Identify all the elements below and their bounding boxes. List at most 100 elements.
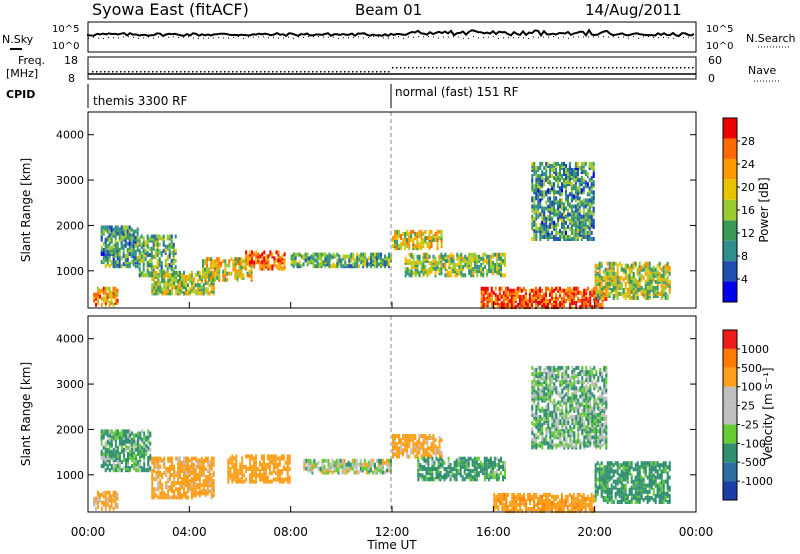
data-cell [565, 180, 567, 185]
data-cell [553, 305, 555, 310]
data-cell [486, 286, 489, 291]
nsearch-dot [398, 36, 399, 38]
data-cell [490, 258, 493, 263]
data-cell [418, 260, 421, 265]
data-cell [255, 460, 257, 465]
data-cell [450, 252, 453, 257]
data-cell [463, 464, 466, 469]
data-cell [646, 277, 649, 282]
data-cell [229, 456, 232, 461]
data-cell [583, 301, 586, 305]
data-cell [608, 291, 611, 296]
data-cell [161, 483, 164, 488]
data-cell [574, 174, 577, 179]
data-cell [426, 450, 429, 455]
data-cell [306, 256, 309, 261]
data-cell [535, 509, 538, 514]
data-cell [501, 497, 504, 501]
data-cell [206, 456, 209, 461]
data-cell [97, 296, 99, 301]
data-cell [185, 491, 187, 496]
data-cell [474, 252, 477, 257]
freq-dot [460, 67, 462, 69]
data-cell [636, 267, 639, 272]
data-cell [502, 301, 505, 305]
data-cell [553, 194, 556, 199]
data-cell [432, 254, 435, 259]
data-cell [235, 471, 238, 476]
data-cell [600, 275, 603, 280]
data-cell [394, 434, 396, 438]
data-cell [151, 289, 154, 294]
data-cell [521, 501, 524, 505]
nsearch-dot [203, 37, 204, 39]
data-cell [185, 285, 187, 290]
data-cell [179, 456, 181, 461]
data-cell [500, 269, 502, 274]
data-cell [192, 491, 195, 496]
data-cell [104, 258, 107, 263]
freq-dot [360, 71, 362, 73]
data-cell [567, 180, 569, 185]
data-cell [429, 477, 432, 482]
data-cell [126, 256, 129, 261]
data-cell [486, 292, 489, 297]
data-cell [112, 460, 115, 465]
data-cell [569, 294, 572, 299]
data-cell [325, 458, 328, 463]
nsearch-dot [458, 36, 459, 38]
data-cell [579, 298, 582, 303]
data-cell [598, 269, 601, 274]
data-cell [210, 456, 213, 461]
data-cell [666, 265, 669, 270]
data-cell [110, 262, 113, 267]
data-cell [286, 456, 289, 461]
data-cell [525, 509, 528, 514]
data-cell [100, 429, 103, 434]
date-title: 14/Aug/2011 [585, 1, 682, 19]
data-cell [362, 252, 365, 257]
data-cell [622, 294, 625, 298]
data-cell [139, 468, 142, 473]
data-cell [153, 477, 156, 482]
data-cell [171, 456, 174, 461]
data-cell [179, 483, 181, 488]
data-cell [431, 475, 434, 480]
data-cell [654, 294, 657, 298]
data-cell [392, 440, 394, 445]
data-cell [118, 466, 121, 471]
data-cell [251, 469, 254, 474]
data-cell [590, 214, 593, 219]
data-cell [630, 269, 633, 274]
data-cell [443, 477, 446, 482]
data-cell [333, 460, 336, 465]
data-cell [490, 296, 493, 301]
data-cell [100, 441, 103, 446]
data-cell [563, 202, 565, 207]
data-cell [590, 166, 593, 170]
data-cell [137, 435, 140, 440]
data-cell [412, 446, 415, 451]
data-cell [381, 470, 384, 475]
y-tick-label: 2000 [56, 219, 84, 232]
data-cell [112, 286, 115, 291]
data-cell [110, 231, 113, 236]
data-cell [322, 252, 325, 257]
data-cell [255, 254, 258, 259]
nsearch-label: N.Search [746, 32, 796, 45]
data-cell [179, 289, 181, 294]
data-cell [652, 265, 655, 270]
data-cell [628, 273, 631, 278]
data-cell [493, 456, 496, 461]
data-cell [236, 257, 239, 262]
data-cell [102, 451, 105, 456]
data-cell [123, 466, 125, 471]
data-cell [430, 436, 433, 440]
freq-dot [216, 71, 218, 73]
data-cell [133, 435, 136, 440]
data-cell [116, 496, 119, 501]
data-cell [578, 186, 581, 191]
nsearch-dot [148, 36, 149, 38]
data-cell [286, 462, 289, 467]
data-cell [108, 229, 111, 234]
